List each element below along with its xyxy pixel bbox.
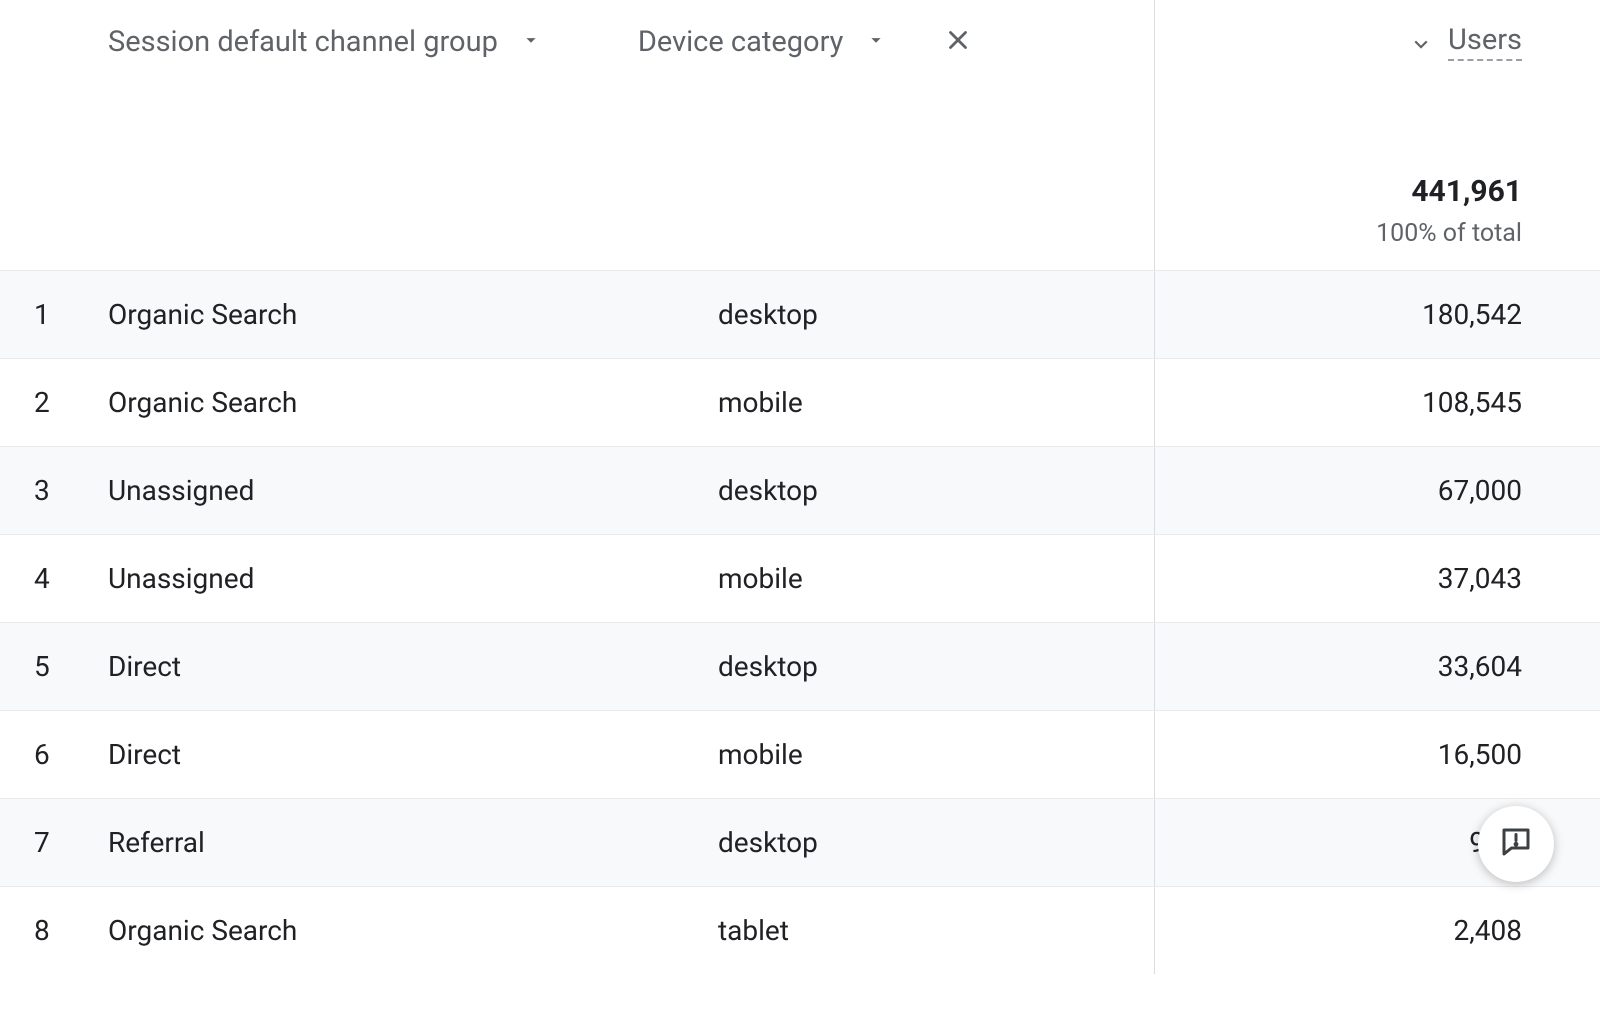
row-dimensions: 4Unassignedmobile [0, 535, 1155, 622]
row-dimensions: 2Organic Searchmobile [0, 359, 1155, 446]
dimension-headers: Session default channel group Device cat… [0, 0, 1155, 84]
primary-dimension-selector[interactable]: Session default channel group [108, 25, 542, 59]
row-device: mobile [718, 386, 803, 419]
row-users: 108,545 [1155, 386, 1600, 419]
row-channel: Direct [108, 738, 718, 771]
row-index: 4 [0, 562, 108, 595]
analytics-table: Session default channel group Device cat… [0, 0, 1600, 1030]
feedback-icon [1498, 824, 1534, 864]
table-header: Session default channel group Device cat… [0, 0, 1600, 84]
row-channel: Organic Search [108, 386, 718, 419]
row-index: 6 [0, 738, 108, 771]
row-device: mobile [718, 562, 803, 595]
row-dimensions: 3Unassigneddesktop [0, 447, 1155, 534]
chevron-down-icon [865, 29, 887, 55]
row-users: 180,542 [1155, 298, 1600, 331]
row-channel: Referral [108, 826, 718, 859]
total-users-value: 441,961 [1411, 174, 1522, 209]
row-device: desktop [718, 298, 818, 331]
table-row[interactable]: 4Unassignedmobile37,043 [0, 534, 1600, 622]
summary-metric: 441,961 100% of total [1155, 84, 1600, 270]
table-row[interactable]: 8Organic Searchtablet2,408 [0, 886, 1600, 974]
remove-secondary-dimension-button[interactable] [943, 25, 973, 59]
row-channel: Unassigned [108, 474, 718, 507]
row-index: 3 [0, 474, 108, 507]
row-device: desktop [718, 474, 818, 507]
table-row[interactable]: 6Directmobile16,500 [0, 710, 1600, 798]
table-body: 1Organic Searchdesktop180,5422Organic Se… [0, 270, 1600, 974]
primary-dimension-label: Session default channel group [108, 25, 498, 59]
total-users-pct: 100% of total [1376, 219, 1522, 248]
table-row[interactable]: 1Organic Searchdesktop180,542 [0, 270, 1600, 358]
row-device: mobile [718, 738, 803, 771]
row-index: 5 [0, 650, 108, 683]
arrow-down-icon [1408, 27, 1434, 57]
metric-header[interactable]: Users [1155, 0, 1600, 84]
row-channel: Direct [108, 650, 718, 683]
row-dimensions: 8Organic Searchtablet [0, 887, 1155, 974]
table-row[interactable]: 5Directdesktop33,604 [0, 622, 1600, 710]
close-icon [943, 25, 973, 59]
secondary-dimension-selector[interactable]: Device category [638, 25, 974, 59]
row-channel: Unassigned [108, 562, 718, 595]
summary-row: 441,961 100% of total [0, 84, 1600, 270]
row-dimensions: 1Organic Searchdesktop [0, 271, 1155, 358]
table-row[interactable]: 2Organic Searchmobile108,545 [0, 358, 1600, 446]
row-device: desktop [718, 650, 818, 683]
row-index: 2 [0, 386, 108, 419]
row-users: 16,500 [1155, 738, 1600, 771]
row-channel: Organic Search [108, 914, 718, 947]
metric-label: Users [1448, 23, 1522, 61]
table-row[interactable]: 3Unassigneddesktop67,000 [0, 446, 1600, 534]
row-dimensions: 7Referraldesktop [0, 799, 1155, 886]
row-users: 2,408 [1155, 914, 1600, 947]
row-users: 33,604 [1155, 650, 1600, 683]
row-dimensions: 6Directmobile [0, 711, 1155, 798]
secondary-dimension-label: Device category [638, 25, 844, 59]
row-users: 37,043 [1155, 562, 1600, 595]
row-dimensions: 5Directdesktop [0, 623, 1155, 710]
row-device: tablet [718, 914, 789, 947]
row-device: desktop [718, 826, 818, 859]
summary-spacer [0, 84, 1155, 270]
row-index: 7 [0, 826, 108, 859]
row-users: 67,000 [1155, 474, 1600, 507]
feedback-fab[interactable] [1478, 806, 1554, 882]
table-row[interactable]: 7Referraldesktop9,15 [0, 798, 1600, 886]
row-index: 8 [0, 914, 108, 947]
row-index: 1 [0, 298, 108, 331]
row-channel: Organic Search [108, 298, 718, 331]
chevron-down-icon [520, 29, 542, 55]
